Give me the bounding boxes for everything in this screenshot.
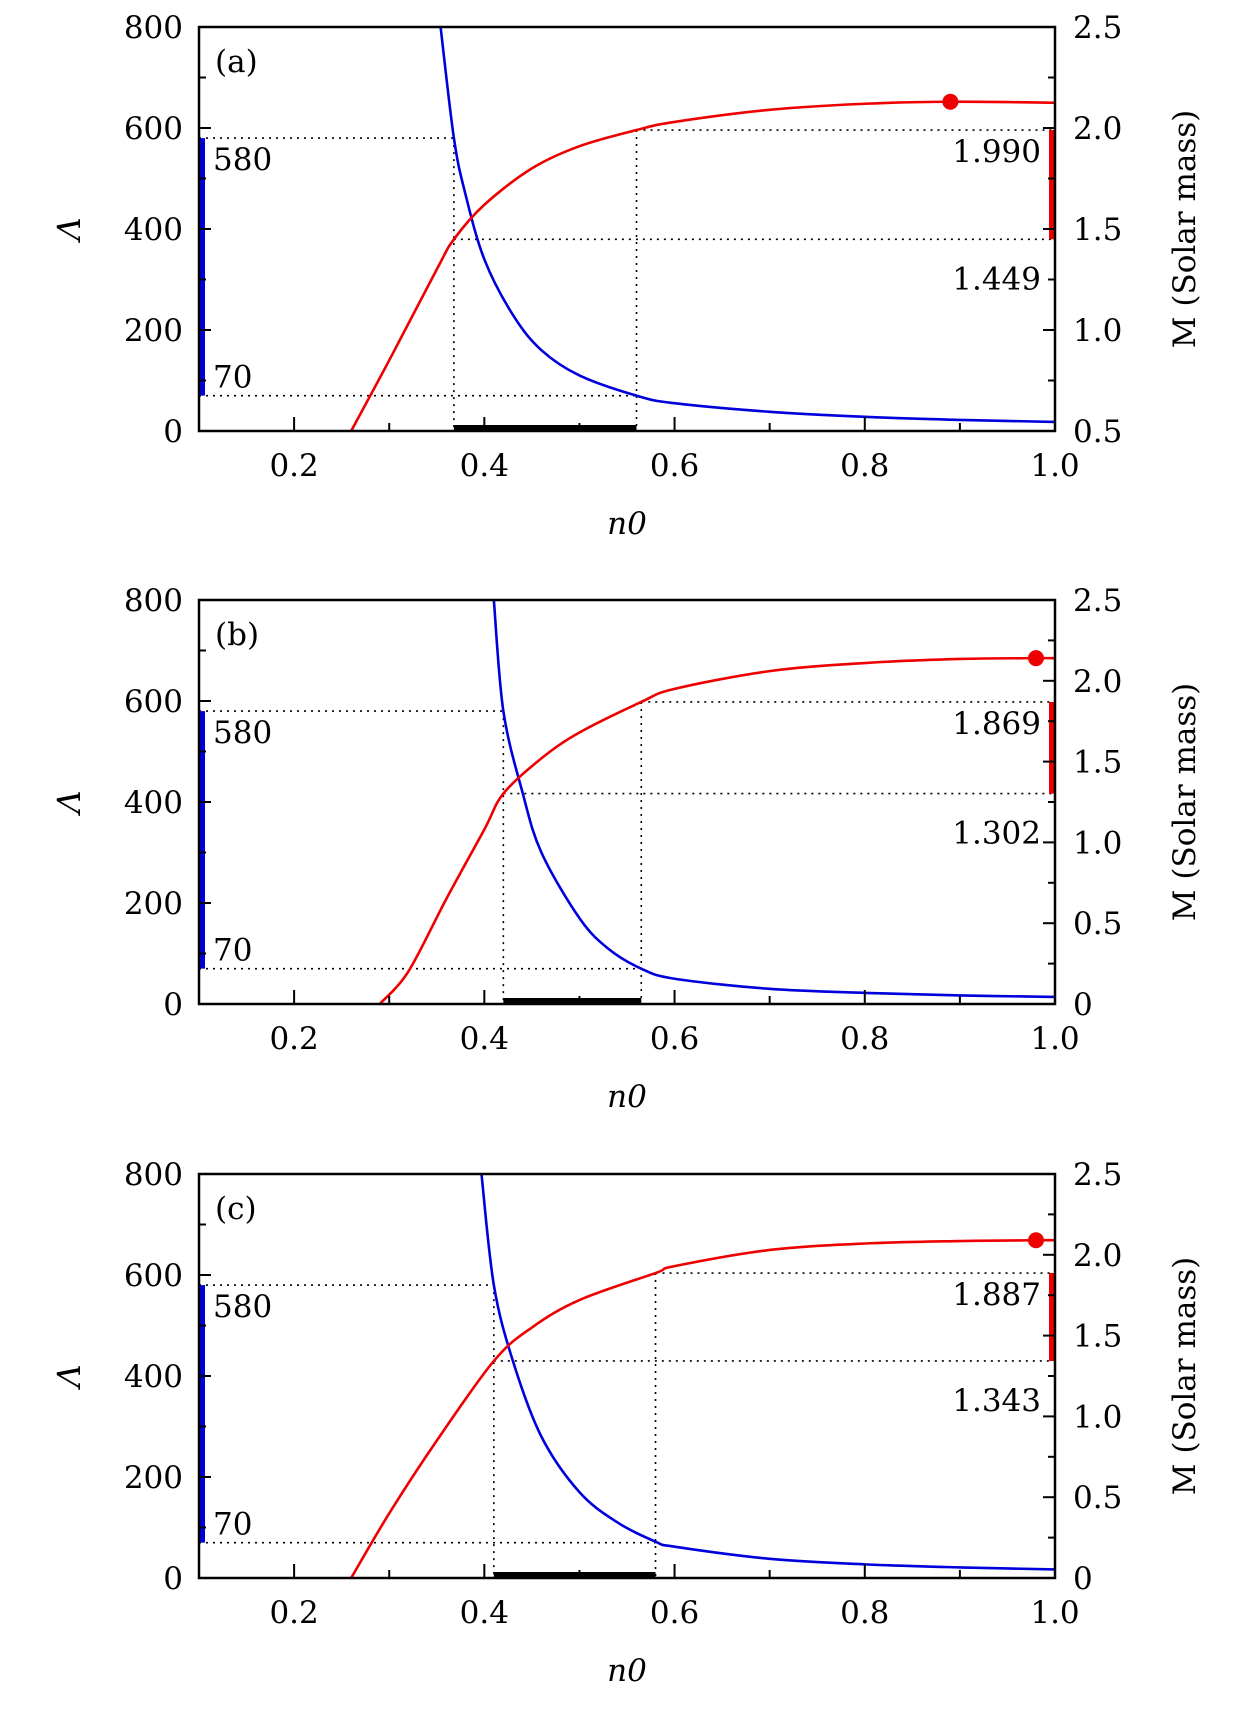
lambda-low-label: 70 xyxy=(213,1507,252,1543)
y-right-tick-label: 2.5 xyxy=(1073,583,1122,619)
panel-label: (a) xyxy=(215,44,258,80)
x-tick-label: 0.6 xyxy=(650,1021,699,1057)
y-left-tick-label: 200 xyxy=(124,1460,183,1496)
y-left-tick-label: 0 xyxy=(163,414,183,450)
y-right-tick-label: 1.5 xyxy=(1073,1319,1122,1355)
y-left-tick-label: 800 xyxy=(124,10,183,46)
y-left-axis-label: Λ xyxy=(50,217,88,243)
y-left-tick-label: 200 xyxy=(124,886,183,922)
y-right-axis-label: M (Solar mass) xyxy=(1167,1257,1203,1495)
y-right-tick-label: 0 xyxy=(1073,1561,1093,1597)
x-tick-label: 0.2 xyxy=(269,1021,318,1057)
lambda-high-label: 580 xyxy=(213,142,272,178)
y-right-tick-label: 2.0 xyxy=(1073,664,1122,700)
y-right-tick-label: 2.5 xyxy=(1073,1157,1122,1193)
y-right-tick-label: 1.5 xyxy=(1073,212,1122,248)
y-right-tick-label: 1.0 xyxy=(1073,1399,1122,1435)
lambda-curve xyxy=(439,27,1055,424)
lambda-low-label: 70 xyxy=(213,360,252,396)
y-left-tick-label: 400 xyxy=(124,785,183,821)
panel-a: 0.2 0.4 0.6 0.8 1.002004006008000.51.01.52.0… xyxy=(50,10,1203,542)
x-axis-label: n0 xyxy=(607,506,647,542)
panel-label: (c) xyxy=(215,1191,257,1227)
y-right-tick-label: 0 xyxy=(1073,987,1093,1023)
lambda-curve xyxy=(492,600,1055,999)
max-mass-point xyxy=(1027,1232,1044,1249)
panel-b: 0.2 0.4 0.6 0.8 1.0020040060080000.51.01.52.… xyxy=(50,583,1203,1115)
y-right-axis-label: M (Solar mass) xyxy=(1167,683,1203,921)
x-tick-label: 1.0 xyxy=(1030,1021,1079,1057)
y-right-tick-label: 0.5 xyxy=(1073,906,1122,942)
x-tick-label: 0.6 xyxy=(650,1595,699,1631)
x-tick-label: 0.2 xyxy=(269,448,318,484)
x-tick-label: 0.8 xyxy=(840,448,889,484)
plot-frame xyxy=(197,25,1057,433)
y-left-tick-label: 600 xyxy=(124,684,183,720)
lambda-high-label: 580 xyxy=(213,715,272,751)
y-left-tick-label: 400 xyxy=(124,1359,183,1395)
panel-label: (b) xyxy=(215,617,259,653)
max-mass-point xyxy=(942,93,959,110)
x-tick-label: 1.0 xyxy=(1030,448,1079,484)
plot-frame xyxy=(197,1172,1057,1580)
x-tick-label: 0.2 xyxy=(269,1595,318,1631)
x-axis-label: n0 xyxy=(607,1079,647,1115)
x-tick-label: 0.4 xyxy=(460,1021,509,1057)
y-right-axis-label: M (Solar mass) xyxy=(1167,110,1203,348)
x-tick-label: 1.0 xyxy=(1030,1595,1079,1631)
mass-high-label: 1.887 xyxy=(952,1277,1041,1313)
mass-high-label: 1.869 xyxy=(952,706,1041,742)
y-right-tick-label: 1.0 xyxy=(1073,313,1122,349)
mass-low-label: 1.449 xyxy=(952,261,1041,297)
y-right-tick-label: 1.5 xyxy=(1073,745,1122,781)
y-left-axis-label: Λ xyxy=(50,790,88,816)
mass-curve xyxy=(350,1238,1055,1578)
mass-low-label: 1.343 xyxy=(952,1383,1041,1419)
lambda-curve xyxy=(480,1174,1055,1571)
y-right-tick-label: 0.5 xyxy=(1073,414,1122,450)
mass-curve xyxy=(350,100,1055,431)
y-right-tick-label: 1.0 xyxy=(1073,825,1122,861)
y-left-tick-label: 800 xyxy=(124,583,183,619)
y-right-tick-label: 2.0 xyxy=(1073,111,1122,147)
lambda-low-label: 70 xyxy=(213,933,252,969)
y-left-tick-label: 200 xyxy=(124,313,183,349)
mass-high-label: 1.990 xyxy=(952,134,1041,170)
x-tick-label: 0.4 xyxy=(460,448,509,484)
x-tick-label: 0.4 xyxy=(460,1595,509,1631)
y-left-tick-label: 400 xyxy=(124,212,183,248)
y-left-axis-label: Λ xyxy=(50,1364,88,1390)
y-left-tick-label: 0 xyxy=(163,1561,183,1597)
y-left-tick-label: 600 xyxy=(124,111,183,147)
lambda-high-label: 580 xyxy=(213,1289,272,1325)
y-left-tick-label: 600 xyxy=(124,1258,183,1294)
x-tick-label: 0.8 xyxy=(840,1595,889,1631)
max-mass-point xyxy=(1027,650,1044,667)
y-left-tick-label: 0 xyxy=(163,987,183,1023)
y-right-tick-label: 0.5 xyxy=(1073,1480,1122,1516)
y-right-tick-label: 2.5 xyxy=(1073,10,1122,46)
y-left-tick-label: 800 xyxy=(124,1157,183,1193)
x-axis-label: n0 xyxy=(607,1653,647,1689)
y-right-tick-label: 2.0 xyxy=(1073,1238,1122,1274)
panel-c: 0.2 0.4 0.6 0.8 1.0020040060080000.51.01.52.… xyxy=(50,1157,1203,1689)
x-tick-label: 0.6 xyxy=(650,448,699,484)
x-tick-label: 0.8 xyxy=(840,1021,889,1057)
mass-curve xyxy=(378,656,1055,1004)
mass-low-label: 1.302 xyxy=(952,816,1041,852)
